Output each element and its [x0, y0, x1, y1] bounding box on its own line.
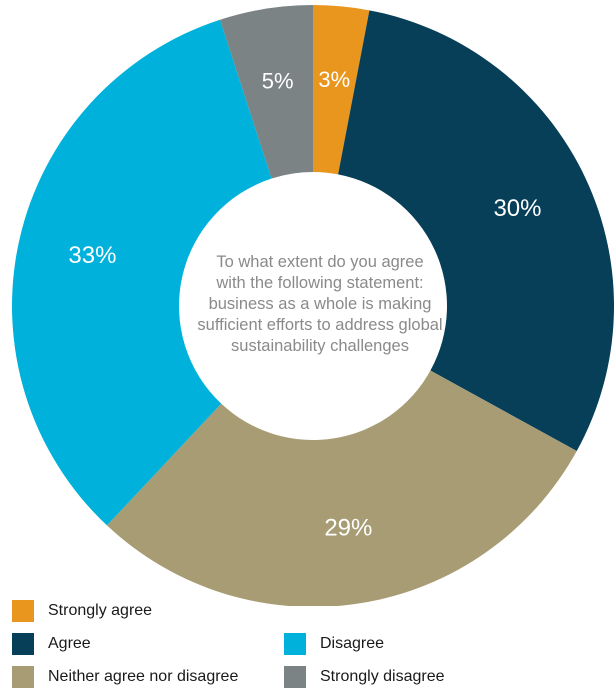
legend-swatch [284, 633, 306, 655]
center-line-3: business as a whole is making [208, 295, 432, 313]
data-label-strongly-disagree: 5% [262, 69, 294, 94]
center-question: To what extent do you agree with the fol… [190, 252, 450, 357]
data-label-strongly-agree: 3% [318, 67, 350, 92]
legend-item-neither: Neither agree nor disagree [12, 666, 238, 688]
legend-swatch [12, 600, 34, 622]
center-line-2: with the following statement: [216, 274, 424, 292]
slice-disagree [11, 19, 272, 526]
legend-item-strongly-agree: Strongly agree [12, 600, 152, 622]
legend-swatch [12, 633, 34, 655]
legend-label: Strongly agree [48, 602, 153, 619]
center-line-5: sustainability challenges [231, 337, 409, 355]
legend-label: Strongly disagree [320, 668, 445, 685]
legend-item-strongly-disagree: Strongly disagree [284, 666, 445, 688]
data-label-disagree: 33% [68, 242, 116, 269]
legend-item-agree: Agree [12, 633, 91, 655]
slice-neither-agree-nor-disagree [106, 370, 577, 606]
slice-strongly-agree [313, 5, 370, 175]
data-label-agree: 30% [493, 195, 541, 222]
legend-swatch [12, 666, 34, 688]
legend: Strongly agree Agree Disagree Neither ag… [0, 600, 616, 693]
legend-item-disagree: Disagree [284, 633, 384, 655]
slice-agree [338, 10, 614, 452]
legend-swatch [284, 666, 306, 688]
center-line-4: sufficient efforts to address global [197, 316, 443, 334]
legend-label: Neither agree nor disagree [48, 668, 239, 685]
center-line-1: To what extent do you agree [216, 253, 424, 271]
donut-chart: 3% 30% 29% 33% 5% [11, 5, 614, 606]
slice-strongly-disagree [219, 5, 313, 179]
data-label-neither-agree-nor-disagree: 29% [324, 515, 372, 542]
legend-label: Agree [48, 635, 91, 652]
legend-label: Disagree [320, 635, 385, 652]
